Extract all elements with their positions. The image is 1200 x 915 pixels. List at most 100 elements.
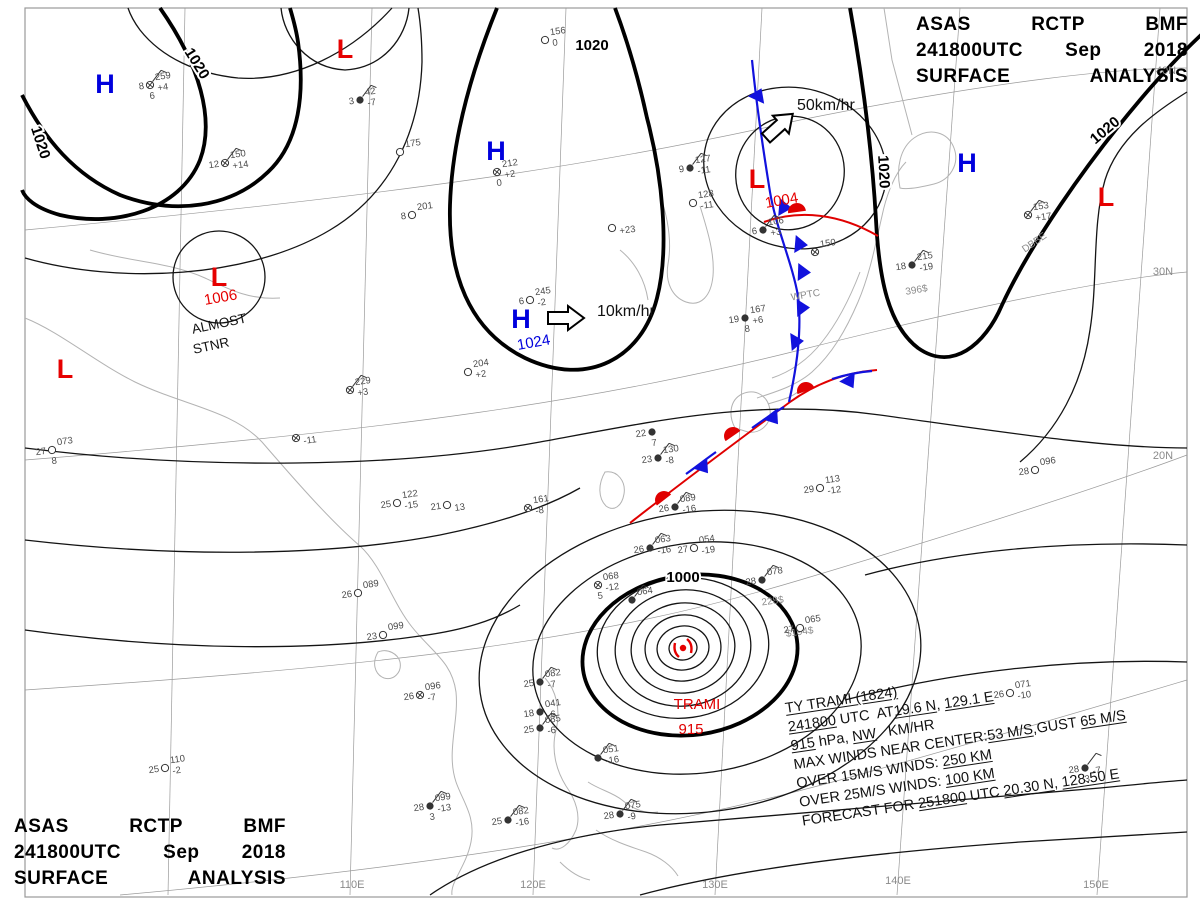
station-temp: 3 [348, 96, 355, 108]
cold-front-triangle-icon [796, 299, 810, 317]
info-segment: NW [851, 725, 878, 746]
station-temp: 25 [491, 816, 503, 828]
station-tendency: -8 [535, 505, 545, 517]
station-pressure: 110 [169, 753, 186, 766]
station-pressure: 051 [602, 743, 619, 756]
station-tendency: -11 [697, 164, 711, 177]
station-pressure: 041 [544, 697, 561, 710]
station-tendency: -7 [547, 679, 557, 691]
title-top-right: ASAS RCTP BMF 241800UTC Sep 2018 SURFACE ANAL… [916, 12, 1188, 90]
station-temp: 27 [35, 446, 47, 458]
station-pressure: 215 [916, 250, 933, 263]
station-plot: +23 [607, 224, 636, 237]
station-pressure: 204 [472, 357, 489, 370]
station-plot: 153+17 [1023, 199, 1052, 224]
station-extra: 7 [651, 437, 658, 449]
station-plot: 26 089-16 [658, 491, 697, 516]
title-word: 2018 [1143, 40, 1188, 61]
station-plot: 068-125 [593, 570, 620, 602]
station-tendency: +4 [157, 82, 169, 94]
station-symbol-icon [536, 708, 544, 716]
station-plot: 27 054-19 [677, 533, 716, 557]
station-pressure: 106 [767, 215, 784, 228]
wind-barb-icon [622, 798, 637, 811]
station-temp: 26 [403, 691, 415, 703]
station-temp: 12 [208, 159, 220, 171]
station-plot: 212+20 [492, 157, 519, 189]
station-temp: 18 [895, 261, 907, 273]
station-temp: 28 [603, 810, 615, 822]
station-tendency: -6 [547, 709, 557, 721]
wind-barb-icon [652, 532, 667, 545]
station-temp: 19 [728, 314, 740, 326]
station-symbol-icon [540, 35, 550, 45]
title-word: Sep [163, 842, 200, 863]
station-temp: 26 [993, 689, 1005, 701]
station-symbol-icon [160, 763, 170, 773]
station-symbol-icon [407, 210, 417, 220]
station-pressure: 071 [1014, 678, 1031, 691]
station-symbol-icon [741, 314, 749, 322]
station-plot: 28 096 [1018, 455, 1057, 478]
station-tendency: -11 [700, 199, 714, 212]
center-pressure-value: 1006 [203, 286, 239, 309]
wind-barb-icon [352, 374, 367, 387]
title-word: ANALYSIS [187, 868, 286, 889]
low-center-symbol: L [211, 262, 228, 292]
station-plot: 6 106+3 [751, 214, 785, 239]
station-symbol-icon [504, 816, 512, 824]
station-tendency: -15 [404, 499, 419, 512]
station-plot: 22 7 [635, 428, 658, 449]
station-symbol-icon [1081, 764, 1089, 772]
low-center-symbol: L [1098, 182, 1115, 212]
title-word: ASAS [14, 816, 69, 837]
high-center-symbol: H [511, 304, 531, 334]
station-tendency: -19 [919, 261, 934, 274]
isobar-value-label: 1000 [666, 569, 699, 586]
wind-barb-icon [542, 666, 557, 679]
station-pressure: 099 [387, 620, 404, 633]
station-symbol-icon [392, 498, 402, 508]
station-temp: 8 [400, 211, 407, 223]
station-symbol-icon [758, 576, 766, 584]
station-symbol-icon [378, 630, 388, 640]
station-pressure: 201 [416, 200, 433, 213]
station-tendency: +17 [1035, 211, 1052, 224]
station-symbol-icon [47, 445, 57, 455]
title-line: SURFACE ANALYSIS [916, 64, 1188, 90]
station-extra: 8 [51, 455, 58, 467]
isobar-value-label: 1020 [575, 37, 608, 54]
isobars-thin [24, 7, 1188, 896]
title-word: 2018 [241, 842, 286, 863]
wind-barb-icon [152, 69, 167, 82]
station-tendency: +6 [752, 315, 764, 327]
title-line: SURFACE ANALYSIS [14, 866, 286, 892]
station-tendency: -2 [172, 765, 182, 777]
station-symbol-cross-icon [1024, 211, 1032, 219]
station-plot: 18 215-19 [895, 249, 934, 274]
station-symbol-icon [654, 454, 662, 462]
cold-front-triangle-icon [778, 198, 792, 216]
station-plot: 26 063-16 [633, 532, 672, 557]
graticule-label: 120E [520, 879, 546, 891]
station-symbol-icon [688, 198, 698, 208]
station-pressure: 082 [512, 805, 529, 818]
wind-barb-icon [764, 564, 779, 577]
station-plot: 26 071-10 [993, 678, 1032, 702]
station-plot: -11 [291, 433, 317, 447]
station-plot: 161-8 [523, 493, 550, 517]
warm-front-semicircle-icon [655, 491, 672, 506]
station-plot: 25 085-6 [523, 712, 562, 737]
station-temp: 29 [803, 484, 815, 496]
station-temp: 26 [658, 503, 670, 515]
station-extra: 3 [1084, 773, 1091, 785]
station-plot: 229+3 [345, 374, 372, 399]
station-temp: 25 [380, 499, 392, 511]
station-pressure: 229 [354, 375, 371, 388]
station-plot: 3 42-7 [348, 84, 377, 109]
station-temp: 23 [366, 631, 378, 643]
station-plot: 28 099-133 [413, 790, 452, 823]
motion-arrows-layer: 50km/hr 10km/hr [547, 97, 855, 332]
graticule-label: 40N [1156, 65, 1176, 77]
